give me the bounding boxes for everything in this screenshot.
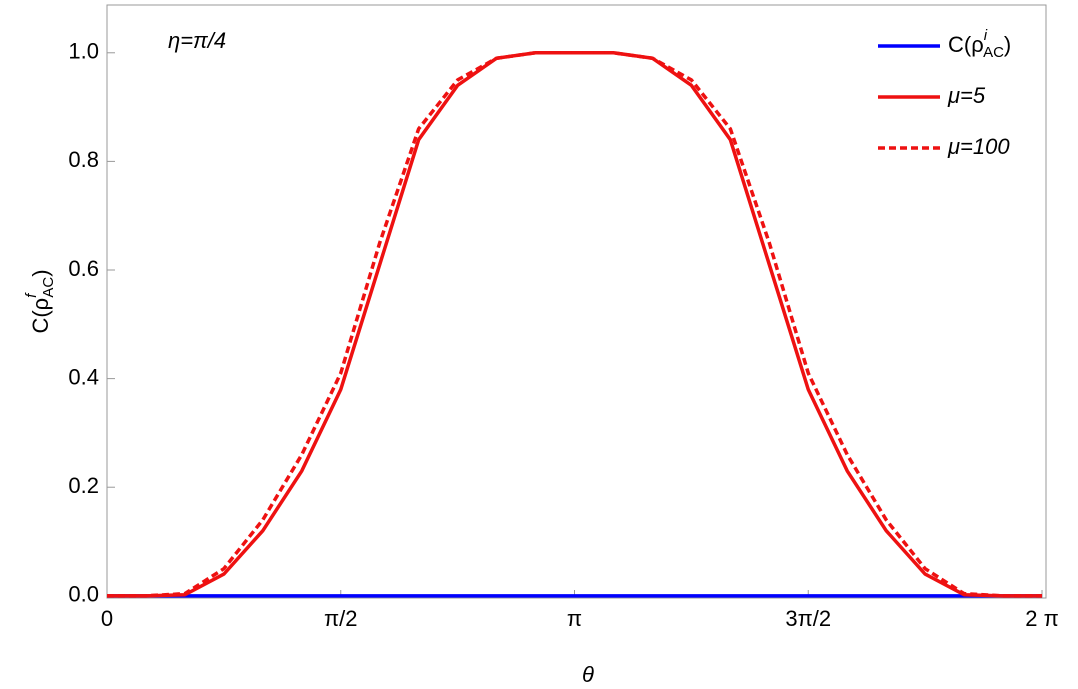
annotation: η=π/4 (168, 28, 226, 53)
x-tick-label: π (567, 606, 582, 631)
y-axis-label-close: ) (28, 269, 53, 276)
series-line (107, 51, 1043, 598)
y-axis-label-base: C(ρ (28, 298, 53, 334)
y-tick-label: 0.6 (68, 256, 99, 281)
legend-label: μ=5 (947, 83, 986, 108)
y-axis-label-sub: AC (40, 277, 57, 298)
legend-label: μ=100 (947, 134, 1010, 159)
y-tick-label: 0.0 (68, 582, 99, 607)
legend-label-close: ) (1004, 32, 1011, 57)
y-tick-label: 1.0 (68, 39, 99, 64)
legend-label-base: C(ρ (948, 32, 984, 57)
y-axis-label: C(ρfAC) (23, 269, 57, 333)
x-axis-label: θ (582, 662, 594, 687)
y-tick-label: 0.4 (68, 364, 99, 389)
series-line (107, 51, 1043, 598)
y-tick-label: 0.8 (68, 147, 99, 172)
y-tick-label: 0.2 (68, 473, 99, 498)
plot-frame (106, 4, 1047, 599)
x-tick-label: 0 (101, 606, 113, 631)
x-tick-label: π/2 (324, 606, 358, 631)
legend-label: C(ρi AC) (948, 27, 1011, 61)
legend-label-sub: AC (983, 44, 1004, 61)
x-tick-label: 2 π (1025, 606, 1059, 631)
legend-label-sup: i (984, 27, 988, 44)
y-axis-label-sup: f (23, 292, 40, 298)
x-tick-label: 3π/2 (785, 606, 831, 631)
